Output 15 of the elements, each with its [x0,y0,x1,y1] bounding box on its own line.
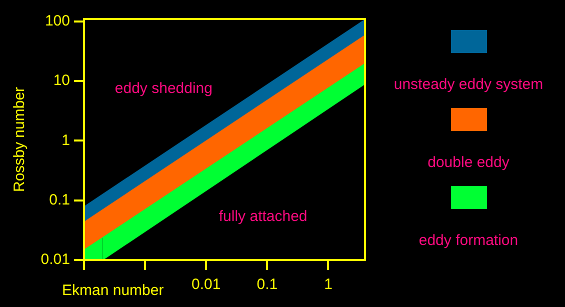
x-tick-label: 0.01 [192,276,221,294]
y-axis-title: Rossby number [11,86,28,192]
y-tick-label: 10 [53,72,70,90]
text: double eddy [426,154,510,171]
y-tick-label: 0.01 [40,251,70,268]
annotation: fully attached [218,208,308,225]
text: unsteady eddy system [392,76,544,93]
x-tick-label: 1 [324,276,332,294]
y-tick-label: 100 [44,12,70,30]
y-tick-label: 1 [62,132,70,149]
y-tick-label: 0.1 [49,192,70,209]
annotation: eddy shedding [114,80,213,98]
text: eddy formation [418,232,520,249]
x-tick-label: 0.1 [256,276,278,294]
x-axis-title: Ekman number [62,282,164,300]
